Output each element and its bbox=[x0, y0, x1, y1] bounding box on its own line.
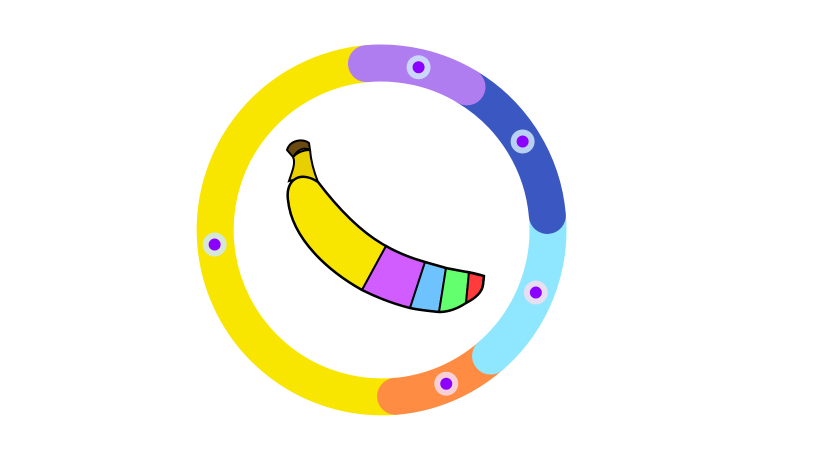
handle-dot bbox=[208, 238, 221, 251]
ring bbox=[196, 44, 567, 416]
ring-handles bbox=[202, 55, 548, 396]
ring-segment-blue bbox=[448, 68, 566, 234]
ring-segment-blue-handle[interactable] bbox=[510, 129, 535, 154]
handle-dot bbox=[440, 377, 453, 390]
banana-icon bbox=[285, 139, 486, 314]
ring-segment-cyan-handle[interactable] bbox=[523, 280, 548, 305]
handle-dot bbox=[529, 286, 542, 299]
ring-segment-orange-handle[interactable] bbox=[434, 371, 459, 396]
handle-dot bbox=[516, 135, 529, 148]
ring-segment-yellow-handle[interactable] bbox=[202, 232, 227, 257]
banana-outline bbox=[286, 175, 486, 314]
handle-dot bbox=[412, 61, 425, 74]
ring-segment-purple-handle[interactable] bbox=[406, 55, 431, 80]
